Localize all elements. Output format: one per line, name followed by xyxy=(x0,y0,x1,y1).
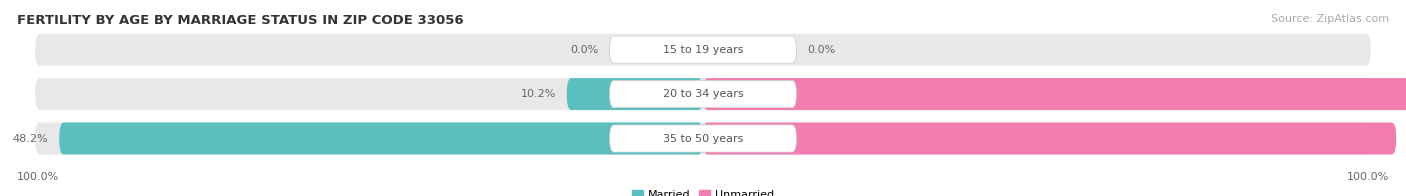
FancyBboxPatch shape xyxy=(703,122,1396,154)
FancyBboxPatch shape xyxy=(35,34,1371,66)
Text: FERTILITY BY AGE BY MARRIAGE STATUS IN ZIP CODE 33056: FERTILITY BY AGE BY MARRIAGE STATUS IN Z… xyxy=(17,14,464,27)
FancyBboxPatch shape xyxy=(703,78,1406,110)
Text: 20 to 34 years: 20 to 34 years xyxy=(662,89,744,99)
FancyBboxPatch shape xyxy=(610,125,796,152)
FancyBboxPatch shape xyxy=(610,81,796,108)
FancyBboxPatch shape xyxy=(59,122,703,154)
Text: 35 to 50 years: 35 to 50 years xyxy=(662,133,744,143)
FancyBboxPatch shape xyxy=(35,78,1371,110)
Text: 0.0%: 0.0% xyxy=(571,45,599,55)
Text: 100.0%: 100.0% xyxy=(1347,172,1389,182)
Text: 100.0%: 100.0% xyxy=(17,172,59,182)
Text: 10.2%: 10.2% xyxy=(520,89,557,99)
Text: 15 to 19 years: 15 to 19 years xyxy=(662,45,744,55)
Text: Source: ZipAtlas.com: Source: ZipAtlas.com xyxy=(1271,14,1389,24)
FancyBboxPatch shape xyxy=(567,78,703,110)
Legend: Married, Unmarried: Married, Unmarried xyxy=(633,190,773,196)
FancyBboxPatch shape xyxy=(610,36,796,63)
Text: 48.2%: 48.2% xyxy=(13,133,48,143)
Text: 0.0%: 0.0% xyxy=(807,45,835,55)
FancyBboxPatch shape xyxy=(35,122,1371,154)
